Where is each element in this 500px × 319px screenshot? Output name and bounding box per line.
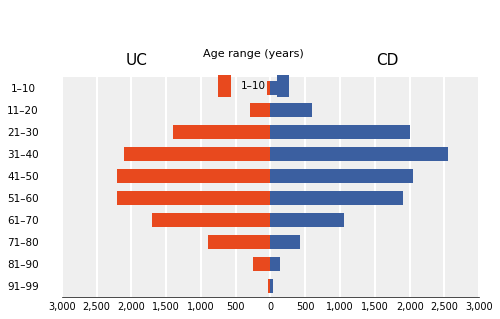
Bar bbox=[270, 169, 413, 183]
Text: 1–10: 1–10 bbox=[242, 81, 266, 91]
Bar bbox=[208, 235, 270, 249]
Bar bbox=[270, 279, 272, 293]
Bar bbox=[124, 147, 270, 161]
Bar bbox=[270, 257, 280, 271]
Bar bbox=[173, 125, 270, 139]
Bar bbox=[118, 191, 270, 205]
Text: UC: UC bbox=[126, 53, 148, 68]
Bar bbox=[270, 191, 402, 205]
Bar bbox=[270, 81, 278, 95]
Bar bbox=[270, 147, 448, 161]
Bar bbox=[270, 213, 344, 227]
Bar bbox=[268, 279, 270, 293]
FancyBboxPatch shape bbox=[276, 75, 289, 97]
Bar bbox=[267, 81, 270, 95]
Text: Age range (years): Age range (years) bbox=[204, 48, 304, 59]
Text: CD: CD bbox=[376, 53, 398, 68]
Bar bbox=[270, 103, 312, 117]
Bar bbox=[270, 235, 300, 249]
Bar bbox=[253, 257, 270, 271]
Bar bbox=[152, 213, 270, 227]
Bar bbox=[118, 169, 270, 183]
Bar bbox=[270, 125, 409, 139]
Bar bbox=[250, 103, 270, 117]
FancyBboxPatch shape bbox=[218, 75, 231, 97]
